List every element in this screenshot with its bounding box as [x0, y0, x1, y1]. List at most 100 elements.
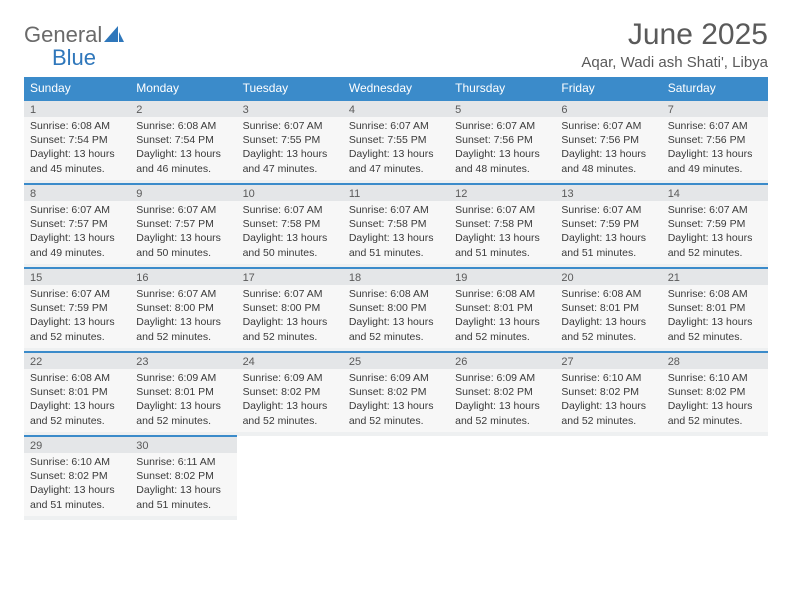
day-content: Sunrise: 6:07 AMSunset: 7:59 PMDaylight:… [24, 285, 130, 348]
day-header-cell: Saturday [662, 77, 768, 100]
calendar-day-cell: 6Sunrise: 6:07 AMSunset: 7:56 PMDaylight… [555, 100, 661, 184]
day-sunset-line: Sunset: 7:56 PM [455, 133, 549, 147]
day-content: Sunrise: 6:10 AMSunset: 8:02 PMDaylight:… [24, 453, 130, 516]
day-daylight2-line: and 47 minutes. [349, 162, 443, 176]
day-number: 26 [449, 353, 555, 369]
empty-cell [449, 436, 555, 520]
day-content: Sunrise: 6:08 AMSunset: 8:01 PMDaylight:… [662, 285, 768, 348]
page-header: General Blue June 2025 Aqar, Wadi ash Sh… [24, 18, 768, 71]
day-number: 3 [237, 101, 343, 117]
day-sunset-line: Sunset: 8:00 PM [349, 301, 443, 315]
day-sunrise-line: Sunrise: 6:08 AM [668, 287, 762, 301]
day-sunrise-line: Sunrise: 6:11 AM [136, 455, 230, 469]
day-daylight1-line: Daylight: 13 hours [136, 147, 230, 161]
day-daylight2-line: and 52 minutes. [243, 330, 337, 344]
day-sunrise-line: Sunrise: 6:08 AM [30, 119, 124, 133]
day-daylight2-line: and 52 minutes. [668, 330, 762, 344]
day-daylight1-line: Daylight: 13 hours [30, 315, 124, 329]
day-sunset-line: Sunset: 8:01 PM [455, 301, 549, 315]
day-daylight2-line: and 46 minutes. [136, 162, 230, 176]
day-content: Sunrise: 6:07 AMSunset: 7:56 PMDaylight:… [555, 117, 661, 180]
day-daylight2-line: and 52 minutes. [136, 330, 230, 344]
day-sunrise-line: Sunrise: 6:07 AM [243, 203, 337, 217]
day-number: 23 [130, 353, 236, 369]
day-sunset-line: Sunset: 8:01 PM [561, 301, 655, 315]
day-number: 28 [662, 353, 768, 369]
day-sunrise-line: Sunrise: 6:10 AM [668, 371, 762, 385]
day-content: Sunrise: 6:09 AMSunset: 8:02 PMDaylight:… [237, 369, 343, 432]
day-number: 9 [130, 185, 236, 201]
day-sunset-line: Sunset: 8:02 PM [136, 469, 230, 483]
day-sunrise-line: Sunrise: 6:08 AM [349, 287, 443, 301]
day-sunset-line: Sunset: 8:00 PM [243, 301, 337, 315]
day-daylight1-line: Daylight: 13 hours [349, 399, 443, 413]
day-sunrise-line: Sunrise: 6:08 AM [136, 119, 230, 133]
logo-sail-icon [104, 26, 124, 42]
day-daylight2-line: and 52 minutes. [668, 414, 762, 428]
calendar-day-cell: 3Sunrise: 6:07 AMSunset: 7:55 PMDaylight… [237, 100, 343, 184]
day-content: Sunrise: 6:07 AMSunset: 7:57 PMDaylight:… [130, 201, 236, 264]
calendar-day-cell: 5Sunrise: 6:07 AMSunset: 7:56 PMDaylight… [449, 100, 555, 184]
day-content: Sunrise: 6:09 AMSunset: 8:02 PMDaylight:… [449, 369, 555, 432]
day-number: 22 [24, 353, 130, 369]
calendar-day-cell: 10Sunrise: 6:07 AMSunset: 7:58 PMDayligh… [237, 184, 343, 268]
calendar-day-cell: 16Sunrise: 6:07 AMSunset: 8:00 PMDayligh… [130, 268, 236, 352]
day-sunrise-line: Sunrise: 6:09 AM [349, 371, 443, 385]
day-content: Sunrise: 6:10 AMSunset: 8:02 PMDaylight:… [555, 369, 661, 432]
day-daylight1-line: Daylight: 13 hours [349, 231, 443, 245]
day-daylight1-line: Daylight: 13 hours [243, 399, 337, 413]
day-daylight2-line: and 52 minutes. [668, 246, 762, 260]
calendar-week-row: 15Sunrise: 6:07 AMSunset: 7:59 PMDayligh… [24, 268, 768, 352]
day-sunset-line: Sunset: 7:56 PM [561, 133, 655, 147]
day-daylight1-line: Daylight: 13 hours [30, 399, 124, 413]
day-number: 4 [343, 101, 449, 117]
calendar-day-cell: 26Sunrise: 6:09 AMSunset: 8:02 PMDayligh… [449, 352, 555, 436]
day-content: Sunrise: 6:10 AMSunset: 8:02 PMDaylight:… [662, 369, 768, 432]
day-daylight1-line: Daylight: 13 hours [668, 147, 762, 161]
day-header-cell: Tuesday [237, 77, 343, 100]
calendar-day-cell: 23Sunrise: 6:09 AMSunset: 8:01 PMDayligh… [130, 352, 236, 436]
day-sunrise-line: Sunrise: 6:07 AM [561, 119, 655, 133]
calendar-day-cell: 21Sunrise: 6:08 AMSunset: 8:01 PMDayligh… [662, 268, 768, 352]
day-sunrise-line: Sunrise: 6:10 AM [30, 455, 124, 469]
calendar-day-cell: 30Sunrise: 6:11 AMSunset: 8:02 PMDayligh… [130, 436, 236, 520]
calendar-table: SundayMondayTuesdayWednesdayThursdayFrid… [24, 77, 768, 520]
day-sunset-line: Sunset: 7:59 PM [561, 217, 655, 231]
day-daylight1-line: Daylight: 13 hours [349, 315, 443, 329]
day-daylight1-line: Daylight: 13 hours [561, 315, 655, 329]
day-content: Sunrise: 6:07 AMSunset: 7:55 PMDaylight:… [237, 117, 343, 180]
calendar-day-cell: 1Sunrise: 6:08 AMSunset: 7:54 PMDaylight… [24, 100, 130, 184]
day-number: 14 [662, 185, 768, 201]
day-header-cell: Sunday [24, 77, 130, 100]
day-number: 21 [662, 269, 768, 285]
day-sunrise-line: Sunrise: 6:07 AM [30, 203, 124, 217]
day-sunrise-line: Sunrise: 6:07 AM [455, 203, 549, 217]
day-sunset-line: Sunset: 7:57 PM [136, 217, 230, 231]
day-header-cell: Friday [555, 77, 661, 100]
day-sunrise-line: Sunrise: 6:08 AM [455, 287, 549, 301]
day-sunrise-line: Sunrise: 6:07 AM [455, 119, 549, 133]
day-content: Sunrise: 6:08 AMSunset: 8:00 PMDaylight:… [343, 285, 449, 348]
day-number: 24 [237, 353, 343, 369]
day-number: 27 [555, 353, 661, 369]
day-daylight2-line: and 51 minutes. [136, 498, 230, 512]
title-block: June 2025 Aqar, Wadi ash Shati', Libya [581, 18, 768, 71]
calendar-day-cell: 28Sunrise: 6:10 AMSunset: 8:02 PMDayligh… [662, 352, 768, 436]
day-sunset-line: Sunset: 8:01 PM [136, 385, 230, 399]
day-content: Sunrise: 6:08 AMSunset: 8:01 PMDaylight:… [449, 285, 555, 348]
day-daylight2-line: and 52 minutes. [561, 330, 655, 344]
day-daylight2-line: and 51 minutes. [30, 498, 124, 512]
day-sunset-line: Sunset: 8:02 PM [243, 385, 337, 399]
day-daylight1-line: Daylight: 13 hours [668, 231, 762, 245]
day-sunset-line: Sunset: 7:54 PM [30, 133, 124, 147]
day-daylight2-line: and 51 minutes. [349, 246, 443, 260]
day-content: Sunrise: 6:07 AMSunset: 8:00 PMDaylight:… [130, 285, 236, 348]
calendar-day-cell: 20Sunrise: 6:08 AMSunset: 8:01 PMDayligh… [555, 268, 661, 352]
day-sunrise-line: Sunrise: 6:08 AM [30, 371, 124, 385]
day-daylight2-line: and 49 minutes. [30, 246, 124, 260]
day-daylight2-line: and 52 minutes. [349, 330, 443, 344]
calendar-day-cell: 2Sunrise: 6:08 AMSunset: 7:54 PMDaylight… [130, 100, 236, 184]
day-sunrise-line: Sunrise: 6:10 AM [561, 371, 655, 385]
day-number: 12 [449, 185, 555, 201]
day-content: Sunrise: 6:08 AMSunset: 8:01 PMDaylight:… [24, 369, 130, 432]
